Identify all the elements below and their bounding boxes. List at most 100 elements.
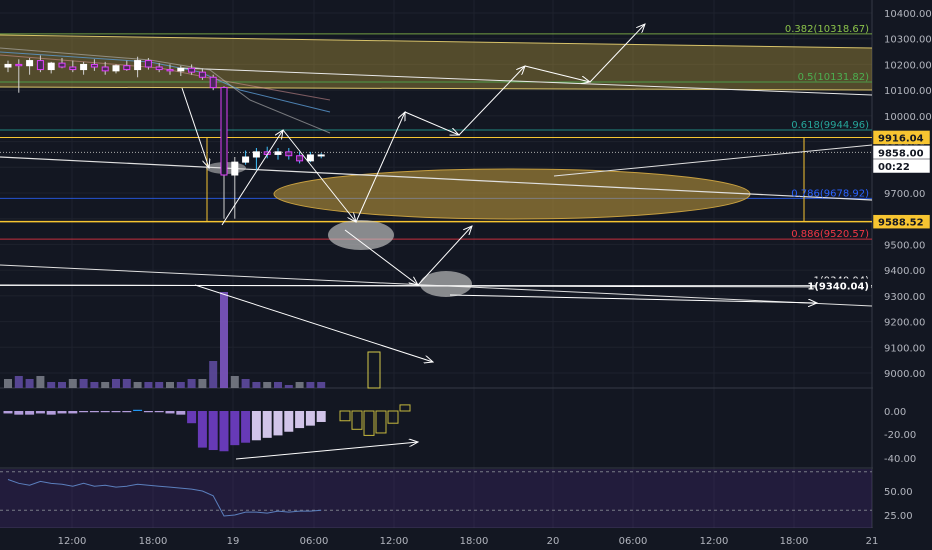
oscillator-bar	[143, 411, 153, 413]
price-axis-bg	[873, 0, 932, 550]
price-tick-label: 9200.00	[884, 318, 925, 329]
oscillator-bar	[284, 411, 294, 432]
time-tick-label: 20	[547, 536, 560, 547]
price-tag-label: 00:22	[878, 162, 910, 173]
trendline	[0, 156, 873, 201]
marker-ellipse	[328, 220, 394, 250]
projection-arrow	[355, 112, 405, 223]
volume-bar	[47, 382, 56, 388]
trendline	[0, 284, 873, 288]
oscillator-bar	[316, 411, 326, 422]
price-tick-label: 9700.00	[884, 189, 925, 200]
candle-body	[317, 154, 325, 157]
oscillator-bar	[176, 411, 186, 415]
rsi-pane	[0, 469, 872, 528]
level-tag-label: 1(9340.04)	[807, 282, 869, 293]
projection-arrow	[404, 111, 459, 135]
candle-body	[26, 60, 34, 67]
candle-body	[188, 67, 196, 73]
candle-body	[90, 63, 98, 68]
oscillator-bar	[295, 411, 305, 429]
candlestick-series	[4, 55, 325, 219]
candle-body	[101, 66, 109, 72]
oscillator-bar	[187, 411, 197, 424]
rsi-band	[0, 469, 872, 528]
volume-bar	[198, 379, 207, 388]
price-tick-label: 10200.00	[884, 60, 932, 71]
price-tags: 9916.04 9858.00 00:22 9588.52 1(9340.04)	[807, 130, 931, 293]
volume-bar	[284, 385, 293, 388]
trendline	[553, 144, 873, 177]
candle-body	[47, 62, 55, 71]
oscillator-bar	[122, 411, 132, 413]
oscillator-bar	[79, 411, 89, 413]
volume-bar	[274, 382, 282, 388]
volume-bar	[230, 376, 239, 388]
volume-bar	[36, 376, 45, 388]
ma-line	[0, 54, 331, 101]
oscillator-bar	[35, 411, 45, 414]
rsi-line	[7, 479, 322, 517]
candle-body	[80, 63, 88, 71]
volume-bar	[79, 379, 88, 388]
oscillator-bar	[208, 411, 218, 451]
volume-bar	[58, 382, 66, 388]
volume-bar	[68, 379, 77, 388]
volume-bar	[90, 382, 99, 388]
time-tick-label: 12:00	[700, 536, 729, 547]
candle-body	[285, 151, 293, 157]
price-tick-label: 9500.00	[884, 240, 925, 251]
time-tick-label: 12:00	[380, 536, 409, 547]
candle-body	[112, 65, 120, 72]
projection-arrow	[344, 229, 418, 285]
fib-label: 0.618(9944.96)	[791, 120, 869, 131]
projection-arrow	[417, 226, 472, 286]
candle-body	[231, 161, 239, 176]
projection-arrow	[181, 87, 209, 168]
candle-body	[134, 60, 142, 71]
price-tick-label: 9000.00	[884, 369, 925, 380]
volume-bar	[25, 379, 34, 388]
volume-bar	[166, 382, 174, 388]
fib-label: 0.382(10318.67)	[785, 24, 869, 35]
price-axis: 10400.00 10300.00 10200.00 10100.00 10000.00…	[873, 0, 932, 550]
volume-bar	[133, 382, 142, 388]
candle-body	[69, 66, 77, 71]
fib-label: 0.786(9678.92)	[791, 188, 869, 199]
candle-body	[123, 65, 131, 71]
oscillator-bar	[251, 411, 261, 441]
volume-bar	[144, 382, 153, 388]
volume-bar	[155, 382, 164, 388]
volume-bar	[112, 379, 120, 388]
candle-body	[252, 151, 260, 158]
price-tick-label: 10300.00	[884, 35, 932, 46]
projection-arrow	[282, 129, 356, 222]
time-axis: 12:00 18:00 19 06:00 12:00 18:00 20 06:00 12:00 1…	[0, 528, 932, 550]
target-zone-ellipse	[273, 168, 751, 220]
oscillator-tick-label: -40.00	[884, 454, 916, 465]
projection-arrows	[181, 24, 817, 460]
volume-bar	[4, 379, 12, 388]
volume-bar	[187, 379, 196, 388]
volume-bar	[306, 382, 315, 388]
ma-line	[0, 47, 331, 134]
projection-arrow	[221, 130, 283, 226]
price-tick-label: 10400.00	[884, 9, 932, 20]
candle-body	[4, 63, 12, 68]
candle-body	[220, 87, 228, 176]
oscillator-bar	[89, 411, 99, 413]
projection-arrow	[589, 24, 645, 83]
volume-bar	[220, 292, 228, 388]
projection-arrow	[524, 65, 590, 82]
oscillator-bar	[25, 411, 35, 415]
oscillator-bar	[3, 411, 13, 414]
candle-body	[296, 155, 304, 162]
time-tick-label: 18:00	[460, 536, 489, 547]
projection-arrow	[235, 442, 418, 460]
oscillator-tick-label: -20.00	[884, 430, 916, 441]
oscillator-bar	[154, 411, 164, 413]
oscillator-bar	[273, 411, 283, 436]
projected-bar	[363, 410, 375, 436]
candle-body	[242, 156, 250, 163]
